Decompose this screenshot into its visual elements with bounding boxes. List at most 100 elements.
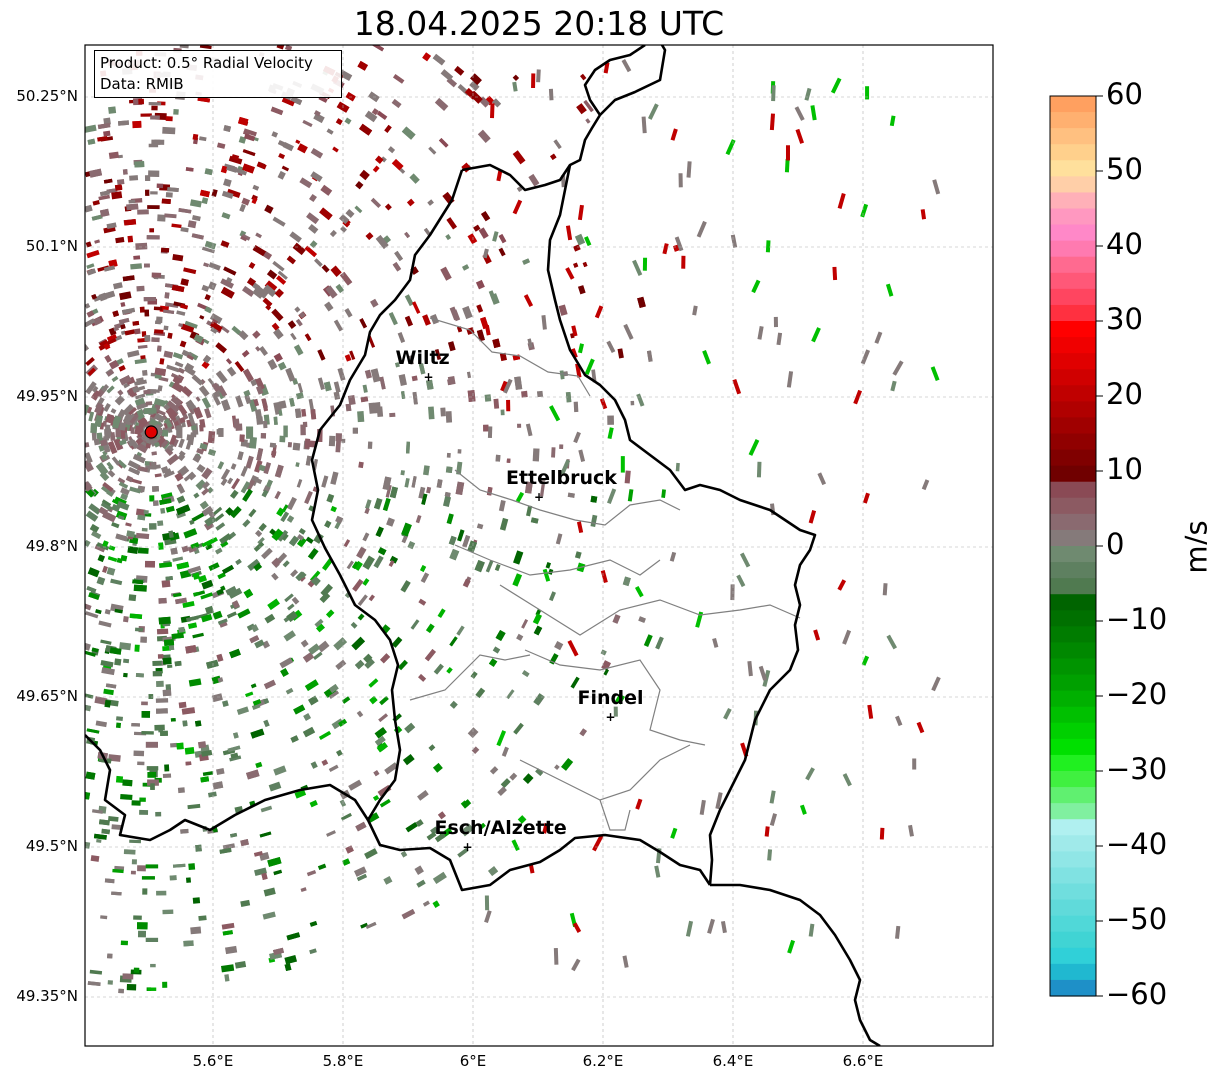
colorbar-segment: [1050, 931, 1096, 949]
echo-gate: [364, 658, 375, 669]
echo-gate: [485, 560, 494, 573]
echo-gate: [282, 560, 290, 568]
echo-gate: [309, 440, 316, 448]
echo-gate: [442, 495, 452, 508]
echo-gate: [150, 963, 156, 968]
echo-gate: [160, 507, 166, 514]
colorbar-tick-label: −20: [1106, 677, 1168, 711]
echo-gate: [106, 222, 117, 229]
canton-boundaries: [409, 317, 801, 831]
echo-gate: [108, 259, 118, 268]
echo-gate: [810, 105, 817, 121]
echo-gate: [201, 197, 209, 205]
echo-gate: [583, 100, 594, 113]
echo-gate: [516, 633, 524, 641]
echo-gate: [353, 560, 363, 571]
echo-gate: [437, 811, 446, 820]
echo-gate: [114, 608, 123, 614]
echo-gate: [204, 294, 211, 301]
echo-gate: [539, 484, 545, 497]
echo-gate: [254, 409, 263, 419]
echo-gate: [492, 231, 499, 242]
echo-gate: [317, 640, 330, 653]
echo-gate: [143, 389, 151, 395]
echo-gate: [271, 322, 280, 331]
echo-gate: [338, 718, 348, 727]
colorbar-segment: [1050, 529, 1096, 547]
echo-gate: [118, 988, 124, 994]
echo-gate: [351, 636, 365, 651]
echo-gate: [251, 703, 261, 711]
colorbar-segment: [1050, 690, 1096, 708]
echo-gate: [98, 506, 109, 516]
echo-gate: [512, 74, 520, 82]
echo-gate: [297, 382, 304, 393]
echo-gate: [328, 764, 339, 772]
echo-gate: [220, 964, 235, 973]
echo-gate: [122, 275, 135, 282]
colorbar-segment: [1050, 658, 1096, 676]
colorbar-segment: [1050, 626, 1096, 644]
echo-gate: [100, 639, 112, 645]
echo-gate: [368, 678, 379, 688]
colorbar-segment: [1050, 513, 1096, 531]
echo-gate: [577, 204, 584, 221]
echo-gate: [528, 173, 540, 187]
echo-gate: [252, 699, 262, 706]
echo-gate: [497, 786, 507, 797]
echo-gate: [271, 444, 277, 458]
echo-gate: [343, 539, 351, 548]
echo-gate: [129, 413, 139, 425]
echo-gate: [239, 204, 246, 212]
echo-gate: [340, 812, 352, 821]
echo-gate: [180, 278, 189, 286]
echo-gate: [88, 411, 95, 422]
echo-gate: [613, 706, 618, 717]
echo-gate: [494, 564, 501, 572]
echo-gate: [188, 678, 202, 687]
colorbar-segment: [1050, 433, 1096, 451]
echo-gate: [517, 423, 522, 428]
echo-gate: [634, 585, 644, 598]
echo-gate: [773, 316, 779, 328]
echo-gate: [146, 235, 160, 240]
echo-gate: [141, 711, 151, 718]
echo-gate: [332, 146, 339, 153]
echo-gate: [771, 85, 776, 102]
echo-gate: [162, 309, 175, 315]
colorbar-segment: [1050, 192, 1096, 210]
echo-gate: [123, 219, 137, 226]
echo-gate: [255, 232, 262, 239]
echo-gate: [178, 626, 185, 633]
colorbar-segment: [1050, 754, 1096, 772]
echo-gate: [418, 486, 426, 499]
echo-gate: [461, 264, 470, 271]
echo-gate: [501, 746, 509, 757]
echo-gate: [172, 592, 182, 598]
echo-gate: [426, 831, 437, 841]
echo-gate: [326, 128, 334, 135]
echo-gate: [103, 265, 116, 272]
echo-gate: [357, 613, 365, 621]
echo-gate: [152, 660, 163, 667]
echo-gate: [177, 404, 188, 416]
echo-gate: [273, 869, 283, 876]
echo-gate: [303, 713, 311, 721]
echo-gate: [108, 151, 120, 160]
echo-gate: [314, 258, 323, 267]
colorbar-tick-label: 60: [1106, 77, 1143, 111]
echo-gate: [98, 819, 110, 826]
echo-gate: [391, 98, 402, 109]
echo-gate: [306, 212, 320, 225]
colorbar: [1049, 95, 1103, 997]
echo-gate: [171, 381, 184, 393]
echo-gate: [283, 630, 296, 642]
echo-gate: [346, 560, 354, 570]
echo-gate: [874, 331, 883, 344]
echo-gate: [379, 798, 391, 808]
echo-gate: [239, 434, 245, 442]
echo-gate: [177, 485, 186, 494]
echo-gate: [449, 548, 460, 561]
colorbar-segment: [1050, 369, 1096, 386]
echo-gate: [157, 214, 166, 222]
